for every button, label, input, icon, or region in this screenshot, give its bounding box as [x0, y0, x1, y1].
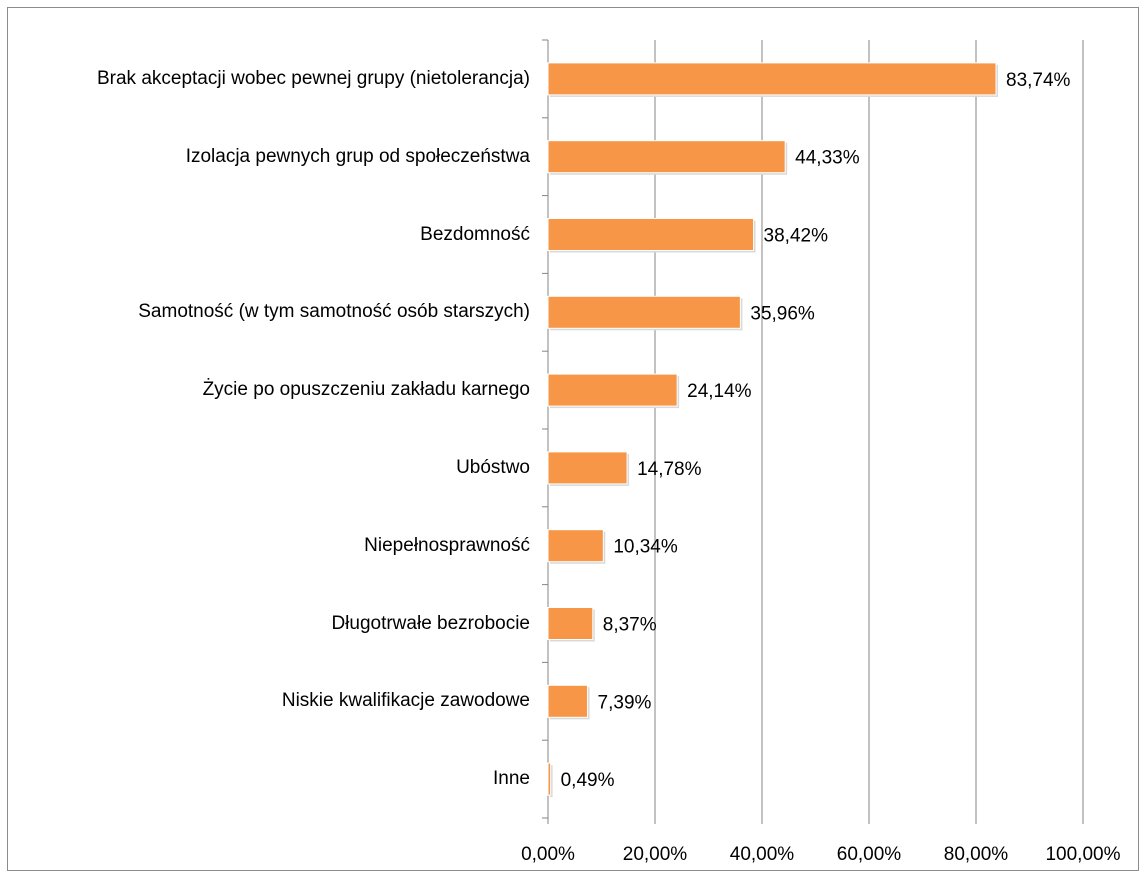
y-tick-label: Brak akceptacji wobec pewnej grupy (niet…: [96, 67, 530, 89]
y-tick-label: Samotność (w tym samotność osób starszyc…: [138, 301, 530, 323]
data-label: 14,78%: [637, 459, 702, 480]
data-label: 35,96%: [750, 303, 815, 324]
bar: [547, 295, 741, 329]
bar: [547, 684, 589, 718]
data-label: 7,39%: [598, 692, 652, 713]
data-label: 38,42%: [764, 226, 829, 247]
y-tick-label: Inne: [493, 768, 530, 790]
bar: [547, 218, 755, 251]
x-tick-label: 100,00%: [1045, 844, 1120, 865]
bar: [547, 140, 786, 174]
data-label: 0,49%: [561, 770, 615, 791]
bar: [547, 373, 678, 407]
data-label: 10,34%: [613, 537, 678, 558]
y-tick-label: Życie po opuszczeniu zakładu karnego: [202, 379, 530, 401]
x-tick-label: 0,00%: [521, 844, 575, 865]
chart-frame: [7, 7, 1139, 871]
data-label: 83,74%: [1006, 70, 1071, 91]
y-tick-label: Ubóstwo: [456, 456, 530, 478]
bar: [547, 607, 594, 640]
y-tick-label: Izolacja pewnych grup od społeczeństwa: [185, 145, 530, 167]
x-tick-label: 20,00%: [623, 844, 688, 865]
data-label: 44,33%: [795, 148, 860, 169]
x-tick-label: 40,00%: [730, 844, 795, 865]
data-label: 24,14%: [687, 381, 752, 402]
x-tick-label: 60,00%: [837, 844, 902, 865]
bar: [547, 529, 604, 563]
y-tick-label: Bezdomność: [420, 223, 530, 245]
bar-shadow: [550, 765, 553, 798]
data-label: 8,37%: [603, 615, 657, 636]
bar: [547, 451, 628, 485]
y-tick-label: Niepełnosprawność: [364, 534, 530, 556]
y-tick-label: Długotrwałe bezrobocie: [331, 612, 530, 634]
y-tick-label: Niskie kwalifikacje zawodowe: [281, 690, 530, 712]
bar: [547, 762, 552, 796]
x-tick-label: 80,00%: [944, 844, 1009, 865]
bar: [547, 62, 997, 96]
